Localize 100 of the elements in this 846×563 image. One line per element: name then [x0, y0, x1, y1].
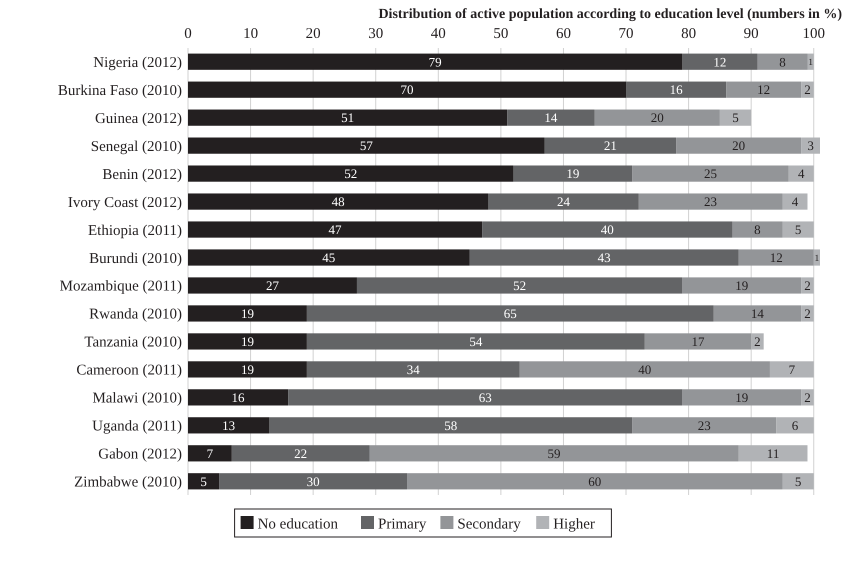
- bar: [788, 165, 814, 182]
- data-label: 59: [548, 446, 561, 461]
- data-label: 4: [798, 166, 805, 182]
- bar: [782, 221, 814, 238]
- y-tick-label: Tanzania (2010): [84, 334, 182, 351]
- data-label: 34: [406, 362, 420, 377]
- data-label: 13: [222, 418, 236, 433]
- data-label: 11: [766, 446, 780, 461]
- bar: [188, 54, 682, 70]
- data-label: 51: [341, 110, 354, 126]
- bar: [732, 221, 782, 238]
- bar: [676, 138, 802, 154]
- data-label: 65: [504, 306, 517, 322]
- data-label: 19: [240, 362, 254, 377]
- data-label: 30: [306, 474, 320, 489]
- y-tick-label: Cameroon (2011): [76, 362, 182, 379]
- bar: [638, 193, 782, 210]
- data-label: 25: [704, 166, 717, 182]
- data-label: 16: [232, 390, 246, 405]
- y-tick-label: Mozambique (2011): [60, 278, 182, 295]
- data-label: 2: [804, 278, 811, 294]
- bar: [188, 333, 307, 350]
- data-label: 23: [704, 194, 717, 210]
- bar: [682, 54, 758, 70]
- bar: [757, 54, 808, 70]
- y-tick-label: Guinea (2012): [94, 110, 182, 127]
- x-tick-label: 80: [681, 26, 696, 42]
- data-label: 2: [754, 334, 761, 349]
- data-label: 19: [735, 390, 748, 405]
- bar: [488, 193, 639, 210]
- data-label: 70: [400, 82, 414, 98]
- data-label: 16: [670, 82, 684, 98]
- bar: [682, 277, 802, 294]
- bar: [520, 361, 770, 378]
- data-label: 5: [794, 222, 802, 238]
- bar: [188, 445, 232, 462]
- data-label: 47: [328, 222, 342, 238]
- bar: [814, 249, 820, 266]
- bar: [188, 82, 626, 98]
- data-label: 8: [754, 222, 761, 238]
- bar: [644, 333, 752, 350]
- bar: [513, 165, 632, 182]
- legend-label: Higher: [553, 516, 595, 532]
- data-label: 79: [428, 54, 442, 70]
- bar: [682, 389, 802, 406]
- x-tick-label: 20: [306, 26, 321, 42]
- data-label: 52: [344, 166, 358, 182]
- y-tick-label: Zimbabwe (2010): [74, 474, 182, 491]
- bar: [714, 305, 802, 322]
- data-label: 6: [792, 418, 799, 433]
- data-label: 20: [732, 138, 746, 154]
- y-tick-label: Rwanda (2010): [89, 306, 182, 323]
- bar: [188, 110, 508, 126]
- data-label: 58: [444, 418, 458, 433]
- data-label: 19: [566, 166, 580, 182]
- data-label: 3: [807, 138, 814, 154]
- bar: [726, 82, 802, 98]
- y-tick-label: Benin (2012): [102, 166, 182, 183]
- data-label: 48: [332, 194, 345, 210]
- data-label: 14: [750, 306, 764, 322]
- bar: [782, 193, 808, 210]
- y-tick-label: Malawi (2010): [92, 390, 182, 407]
- bar: [369, 445, 739, 462]
- data-label: 2: [804, 390, 811, 405]
- x-tick-label: 70: [618, 26, 634, 42]
- bar: [356, 277, 682, 294]
- data-label: 22: [294, 446, 308, 461]
- data-label: 5: [794, 474, 802, 489]
- data-label: 1: [814, 252, 820, 264]
- data-label: 12: [713, 54, 726, 70]
- bar: [738, 445, 808, 462]
- legend-label: Secondary: [457, 516, 522, 532]
- data-label: 40: [600, 222, 614, 238]
- data-label: 20: [650, 110, 664, 126]
- y-tick-label: Nigeria (2012): [93, 54, 182, 71]
- y-tick-label: Senegal (2010): [90, 138, 182, 155]
- bar: [507, 110, 595, 126]
- data-label: 19: [240, 334, 254, 349]
- bar: [720, 110, 752, 126]
- bar: [188, 221, 482, 238]
- y-tick-label: Ivory Coast (2012): [68, 194, 182, 211]
- legend-label: Primary: [378, 516, 427, 532]
- bar: [269, 417, 632, 434]
- bar: [219, 473, 408, 490]
- bar: [306, 305, 714, 322]
- data-label: 45: [322, 250, 336, 266]
- bar: [626, 82, 726, 98]
- bar: [188, 389, 288, 406]
- data-label: 17: [691, 334, 705, 349]
- bar: [188, 361, 307, 378]
- data-label: 60: [588, 474, 602, 489]
- bar: [801, 138, 820, 154]
- bar: [188, 277, 357, 294]
- bar: [288, 389, 682, 406]
- data-label: 12: [757, 82, 770, 98]
- data-label: 4: [792, 194, 799, 210]
- bar: [801, 82, 814, 98]
- data-label: 2: [804, 82, 811, 98]
- data-label: 54: [469, 334, 483, 349]
- bar: [632, 165, 789, 182]
